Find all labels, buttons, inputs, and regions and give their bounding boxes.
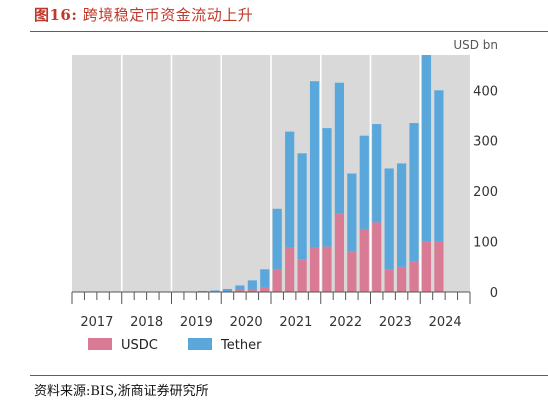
legend-swatch (88, 338, 112, 350)
bar-tether (272, 208, 282, 270)
bar-tether (210, 290, 220, 292)
x-axis (71, 291, 471, 304)
bar-tether (409, 123, 419, 262)
bar-usdc (421, 241, 432, 292)
bar-usdc (297, 259, 307, 292)
bar-usdc (322, 246, 332, 292)
bar-usdc (222, 290, 233, 292)
bar-tether (396, 163, 407, 267)
bar-usdc (409, 261, 419, 292)
bar-usdc (235, 289, 245, 292)
bar-tether (222, 288, 233, 291)
bar-tether (285, 131, 295, 248)
figure-title-text: 跨境稳定币资金流动上升 (82, 6, 254, 24)
legend: USDC Tether (88, 338, 262, 353)
bar-tether (297, 153, 307, 260)
legend-label: Tether (220, 338, 262, 353)
y-tick-label: 400 (473, 84, 498, 99)
bar-usdc (285, 247, 295, 292)
x-tick-label: 2017 (80, 315, 113, 330)
y-tick-label: 300 (473, 135, 498, 150)
x-tick-label: 2022 (329, 315, 362, 330)
bars (197, 55, 444, 292)
bar-tether (421, 55, 432, 242)
bar-usdc (260, 286, 270, 292)
bar-usdc (359, 228, 369, 292)
x-tick-label: 2018 (130, 315, 163, 330)
y-tick-label: 200 (473, 185, 498, 200)
bar-usdc (309, 247, 320, 292)
bar-tether (434, 90, 444, 242)
bar-usdc (347, 251, 357, 292)
bar-tether (372, 124, 382, 223)
title-rule (30, 31, 548, 32)
bar-tether (347, 173, 357, 252)
x-tick-label: 2020 (230, 315, 263, 330)
bar-usdc (384, 269, 394, 292)
figure-title: 图16: 跨境稳定币资金流动上升 (34, 4, 253, 25)
bar-usdc (372, 222, 382, 292)
bar-usdc (396, 266, 407, 292)
legend-label: USDC (121, 338, 158, 353)
x-tick-label: 2024 (429, 315, 462, 330)
bar-usdc (247, 289, 257, 292)
x-tick-label: 2023 (379, 315, 412, 330)
bar-usdc (272, 269, 282, 292)
figure-label: 图16: (34, 6, 78, 24)
bar-tether (247, 280, 257, 290)
legend-swatch (188, 338, 212, 350)
y-unit-label: USD bn (453, 38, 498, 52)
bar-tether (334, 82, 345, 214)
bar-usdc (334, 213, 345, 292)
bar-tether (322, 128, 332, 247)
year-bands (120, 55, 422, 292)
bar-tether (197, 290, 208, 292)
x-tick-label: 2021 (279, 315, 312, 330)
source-note: 资料来源:BIS,浙商证券研究所 (34, 384, 209, 399)
x-tick-label: 2019 (180, 315, 213, 330)
bar-usdc (434, 241, 444, 292)
y-tick-label: 100 (473, 236, 498, 251)
source-rule (30, 375, 548, 376)
bar-tether (384, 168, 394, 270)
bar-tether (235, 285, 245, 290)
x-axis-labels: 2017 2018 2019 2020 2021 2022 2023 2024 (80, 315, 461, 330)
bar-tether (309, 81, 320, 248)
bar-tether (260, 269, 270, 287)
bar-tether (359, 135, 369, 229)
y-axis-ticks: 0 100 200 300 400 (473, 84, 498, 301)
y-tick-label: 0 (490, 286, 498, 301)
